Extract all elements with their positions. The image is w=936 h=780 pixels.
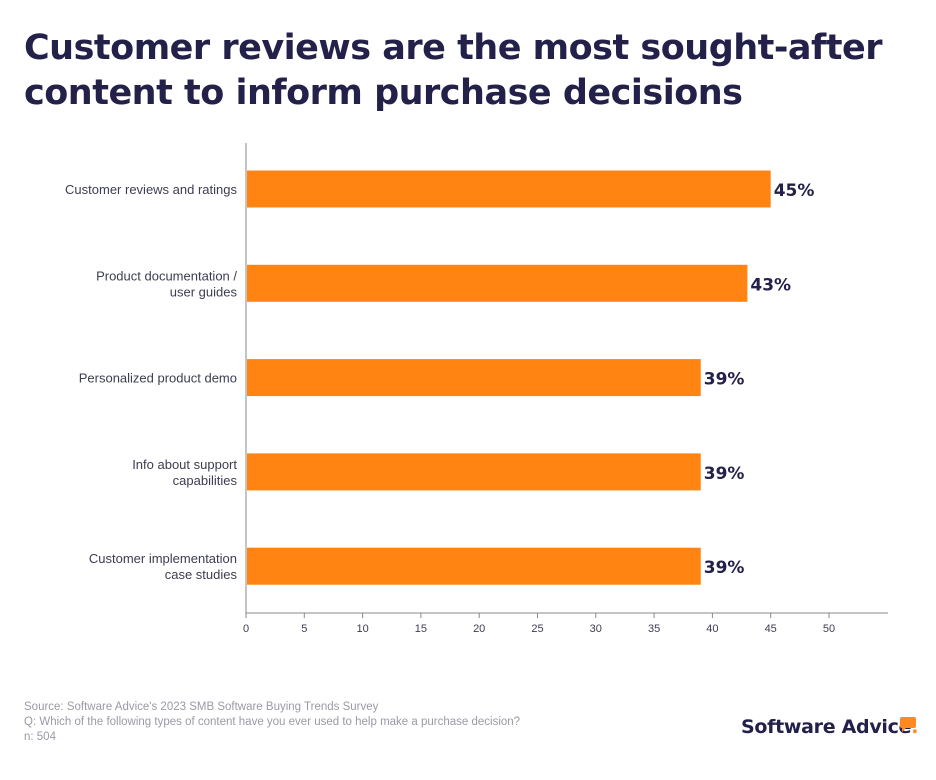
chart-title: Customer reviews are the most sought-aft… xyxy=(24,26,904,116)
chart-title-line-2: content to inform purchase decisions xyxy=(24,73,743,113)
category-label: capabilities xyxy=(173,473,238,488)
footer-notes: Source: Software Advice's 2023 SMB Softw… xyxy=(24,700,520,745)
x-tick-label: 45 xyxy=(765,623,777,635)
logo-text: Software Advice xyxy=(741,716,912,738)
category-label: Customer implementation xyxy=(89,551,237,566)
bar-value-label: 43% xyxy=(750,275,791,295)
bar xyxy=(247,453,701,491)
bar xyxy=(247,359,701,397)
x-tick-label: 15 xyxy=(415,623,427,635)
bar-value-label: 39% xyxy=(704,370,745,390)
category-label: user guides xyxy=(170,284,238,299)
bar xyxy=(247,264,748,302)
bar-chart: 0 5 10 15 20 25 30 35 40 45 50 45% Customer reviews … xyxy=(65,143,888,635)
bar-value-label: 39% xyxy=(704,558,745,578)
question-note: Q: Which of the following types of conte… xyxy=(24,716,521,728)
category-label: Personalized product demo xyxy=(79,371,237,386)
category-label: Info about support xyxy=(132,457,237,472)
sample-size-note: n: 504 xyxy=(24,731,56,743)
x-tick-label: 20 xyxy=(473,623,485,635)
x-tick-label: 50 xyxy=(823,623,835,635)
x-tick-label: 25 xyxy=(531,623,543,635)
category-label: Product documentation / xyxy=(96,268,237,283)
bar-value-label: 45% xyxy=(774,181,815,201)
x-tick-label: 35 xyxy=(648,623,660,635)
x-tick-label: 30 xyxy=(590,623,602,635)
speech-bubble-icon xyxy=(900,717,916,732)
x-tick-label: 0 xyxy=(243,623,249,635)
source-note: Source: Software Advice's 2023 SMB Softw… xyxy=(24,701,379,713)
category-label: case studies xyxy=(165,567,238,582)
category-label: Customer reviews and ratings xyxy=(65,182,237,197)
chart-title-line-1: Customer reviews are the most sought-aft… xyxy=(24,28,883,68)
bar-value-label: 39% xyxy=(704,464,745,484)
bar xyxy=(247,547,701,585)
software-advice-logo: Software Advice. xyxy=(741,716,918,746)
bar xyxy=(247,170,771,208)
x-tick-label: 40 xyxy=(706,623,718,635)
x-tick-label: 5 xyxy=(301,623,307,635)
x-tick-label: 10 xyxy=(356,623,368,635)
